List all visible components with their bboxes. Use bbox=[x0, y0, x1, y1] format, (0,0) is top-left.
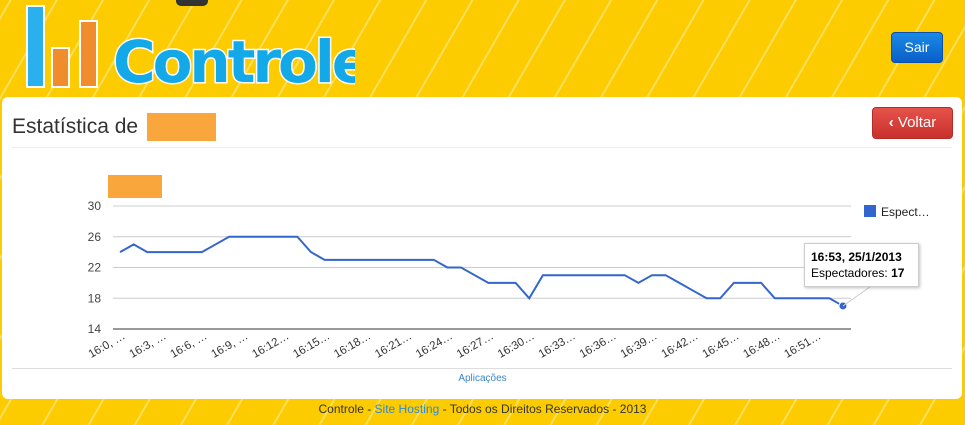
x-tick-label: 16:27… bbox=[455, 330, 496, 361]
tooltip-pointer bbox=[842, 286, 871, 307]
legend-item[interactable]: Espect… bbox=[864, 205, 930, 219]
redacted-chart-title bbox=[108, 175, 162, 198]
logout-button[interactable]: Sair bbox=[891, 32, 943, 63]
tooltip-title: 16:53, 25/1/2013 bbox=[811, 250, 902, 264]
footer-sep: - bbox=[363, 402, 375, 416]
redacted-name bbox=[147, 113, 216, 141]
x-tick-label: 16:24… bbox=[414, 330, 455, 361]
x-tick-label: 16:36… bbox=[578, 330, 619, 361]
x-tick-label: 16:3, … bbox=[128, 330, 169, 361]
x-tick-label: 16:48… bbox=[741, 330, 782, 361]
y-tick-label: 14 bbox=[88, 322, 102, 336]
footer-rights: - Todos os Direitos Reservados - 2013 bbox=[439, 402, 647, 416]
x-tick-label: 16:33… bbox=[537, 330, 578, 361]
divider bbox=[12, 147, 952, 148]
applications-link[interactable]: Aplicações bbox=[458, 373, 507, 384]
tooltip-value: 17 bbox=[891, 266, 905, 280]
page-title: Estatística de bbox=[12, 115, 139, 138]
x-tick-label: 16:42… bbox=[660, 330, 701, 361]
footer-brand: Controle bbox=[318, 402, 364, 416]
camera-decoration bbox=[176, 0, 208, 6]
y-tick-label: 30 bbox=[88, 199, 102, 213]
y-tick-label: 22 bbox=[88, 261, 102, 275]
site-hosting-link[interactable]: Site Hosting bbox=[374, 402, 440, 416]
tooltip-label: Espectadores: bbox=[811, 266, 888, 280]
chart-tooltip: 16:53, 25/1/2013 Espectadores: 17 bbox=[804, 243, 919, 287]
x-tick-label: 16:39… bbox=[619, 330, 660, 361]
x-tick-label: 16:18… bbox=[332, 330, 373, 361]
x-tick-label: 16:51… bbox=[782, 330, 823, 361]
y-tick-label: 26 bbox=[88, 230, 102, 244]
series-line bbox=[119, 235, 844, 307]
legend-label: Espect… bbox=[881, 205, 930, 219]
x-tick-label: 16:21… bbox=[373, 330, 414, 361]
back-label: Voltar bbox=[897, 114, 937, 131]
x-tick-label: 16:9, … bbox=[209, 330, 250, 361]
controle-logo: Controle bbox=[26, 5, 355, 90]
y-tick-label: 18 bbox=[88, 291, 102, 305]
x-tick-label: 16:12… bbox=[250, 330, 291, 361]
back-button[interactable]: ‹ Voltar bbox=[872, 107, 953, 139]
footer: Controle - Site Hosting - Todos os Direi… bbox=[0, 402, 965, 416]
legend-swatch bbox=[864, 205, 876, 217]
chevron-left-icon: ‹ bbox=[888, 114, 894, 131]
x-tick-label: 16:30… bbox=[496, 330, 537, 361]
x-tick-label: 16:45… bbox=[700, 330, 741, 361]
x-tick-label: 16:15… bbox=[291, 330, 332, 361]
x-tick-label: 16:6, … bbox=[168, 330, 209, 361]
svg-text:Controle: Controle bbox=[113, 28, 355, 90]
divider bbox=[12, 368, 952, 369]
